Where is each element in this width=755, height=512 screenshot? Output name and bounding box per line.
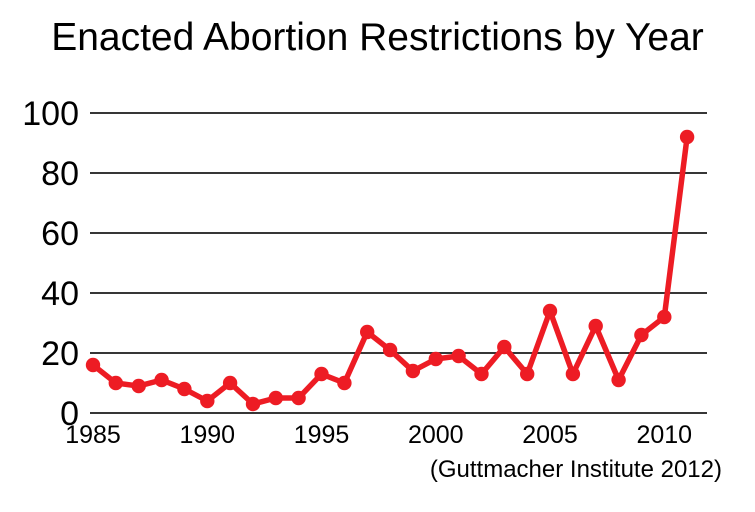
data-point-1998 xyxy=(382,342,398,358)
y-tick-label-80: 80 xyxy=(41,155,79,193)
data-point-1985 xyxy=(85,357,101,373)
data-point-2001 xyxy=(451,348,466,364)
data-point-2002 xyxy=(474,366,489,382)
x-tick-label-2010: 2010 xyxy=(636,421,692,449)
source-credit: (Guttmacher Institute 2012) xyxy=(429,456,722,483)
data-point-2007 xyxy=(588,318,603,334)
data-point-1995 xyxy=(314,366,329,382)
chart-title: Enacted Abortion Restrictions by Year xyxy=(51,16,704,59)
data-point-1990 xyxy=(200,393,215,409)
data-point-1988 xyxy=(154,372,169,388)
x-tick-label-2005: 2005 xyxy=(522,421,578,449)
data-point-2004 xyxy=(520,366,535,382)
x-tick-label-2000: 2000 xyxy=(408,421,464,449)
data-point-1986 xyxy=(108,375,124,391)
data-point-1994 xyxy=(291,390,306,406)
y-tick-label-40: 40 xyxy=(41,275,79,313)
x-tick-label-1995: 1995 xyxy=(294,421,350,449)
data-point-2000 xyxy=(428,351,443,367)
data-point-1991 xyxy=(222,375,238,391)
y-tick-label-20: 20 xyxy=(41,335,79,373)
y-tick-label-60: 60 xyxy=(41,215,79,253)
data-point-1997 xyxy=(360,324,375,340)
data-point-2006 xyxy=(565,366,581,382)
data-point-1992 xyxy=(245,396,261,412)
data-point-2009 xyxy=(634,327,649,343)
data-point-2003 xyxy=(497,339,512,355)
data-point-2005 xyxy=(542,303,558,319)
data-point-2011 xyxy=(679,129,695,145)
data-point-1989 xyxy=(177,381,192,397)
data-point-1993 xyxy=(268,390,283,406)
y-tick-label-0: 0 xyxy=(60,395,79,433)
data-point-1999 xyxy=(405,363,421,379)
data-point-2008 xyxy=(611,372,626,388)
data-point-1987 xyxy=(131,378,146,394)
y-tick-label-100: 100 xyxy=(22,95,79,133)
data-line xyxy=(90,134,690,407)
data-point-2010 xyxy=(657,309,672,325)
x-tick-label-1985: 1985 xyxy=(65,421,121,449)
x-tick-label-1990: 1990 xyxy=(179,421,235,449)
data-point-1996 xyxy=(337,375,352,391)
